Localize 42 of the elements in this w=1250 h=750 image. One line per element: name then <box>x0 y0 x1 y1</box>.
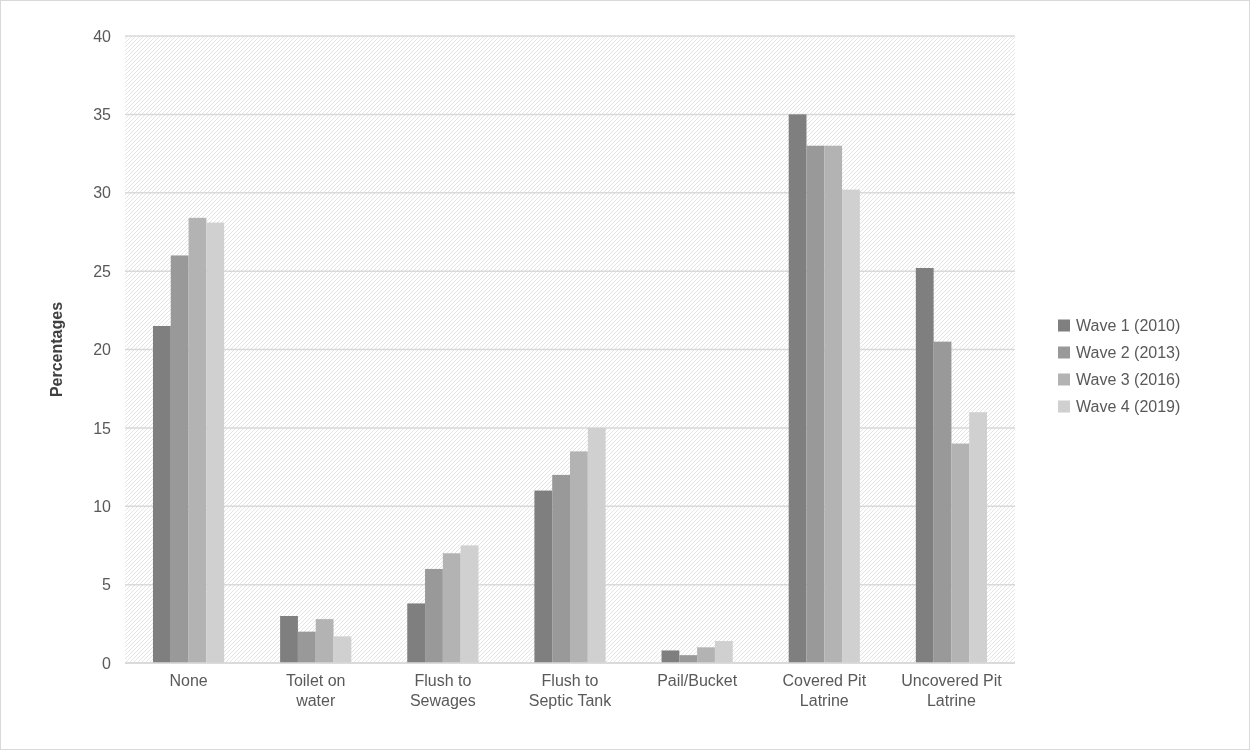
x-tick-label: Flush to Sewages <box>409 672 476 710</box>
y-tick-label: 5 <box>102 576 112 594</box>
legend-label: Wave 4 (2019) <box>1076 398 1181 416</box>
bar <box>534 490 553 663</box>
y-tick-label: 30 <box>93 184 112 202</box>
bar <box>297 631 316 663</box>
bar <box>915 267 934 663</box>
x-tick-label: Pail/Bucket <box>657 672 738 690</box>
x-tick-label: Covered Pit Latrine <box>782 672 867 710</box>
y-tick-label: 40 <box>93 27 112 45</box>
y-tick-label: 0 <box>102 654 112 672</box>
legend-label: Wave 3 (2016) <box>1076 371 1181 389</box>
bar <box>170 255 189 663</box>
x-tick-label: Flush to Septic Tank <box>528 672 613 710</box>
y-tick-label: 25 <box>93 262 112 280</box>
bar <box>315 619 334 663</box>
y-tick-label: 20 <box>93 341 112 359</box>
bar <box>407 603 426 663</box>
bar <box>824 145 843 663</box>
bar <box>425 568 443 663</box>
bar <box>570 451 588 663</box>
y-tick-label: 15 <box>93 419 112 437</box>
bar <box>552 474 570 663</box>
bar <box>280 615 298 663</box>
x-tick-label: None <box>169 672 208 690</box>
y-tick-label: 35 <box>93 106 112 123</box>
bar <box>951 443 970 663</box>
bar <box>697 647 715 663</box>
x-tick-label: Toilet on water <box>285 672 346 710</box>
bar <box>679 655 698 663</box>
legend-label: Wave 2 (2013) <box>1076 344 1181 362</box>
bar <box>806 145 825 663</box>
x-tick-label: Uncovered Pit Latrine <box>901 672 1003 710</box>
bar <box>152 325 171 663</box>
y-axis-title: Percentages <box>48 301 65 398</box>
y-tick-label: 10 <box>93 497 112 515</box>
bar <box>188 217 207 663</box>
bar <box>788 114 807 663</box>
legend-label: Wave 1 (2010) <box>1076 317 1181 335</box>
bar <box>442 553 461 663</box>
bar <box>933 341 952 663</box>
bar <box>661 650 680 663</box>
